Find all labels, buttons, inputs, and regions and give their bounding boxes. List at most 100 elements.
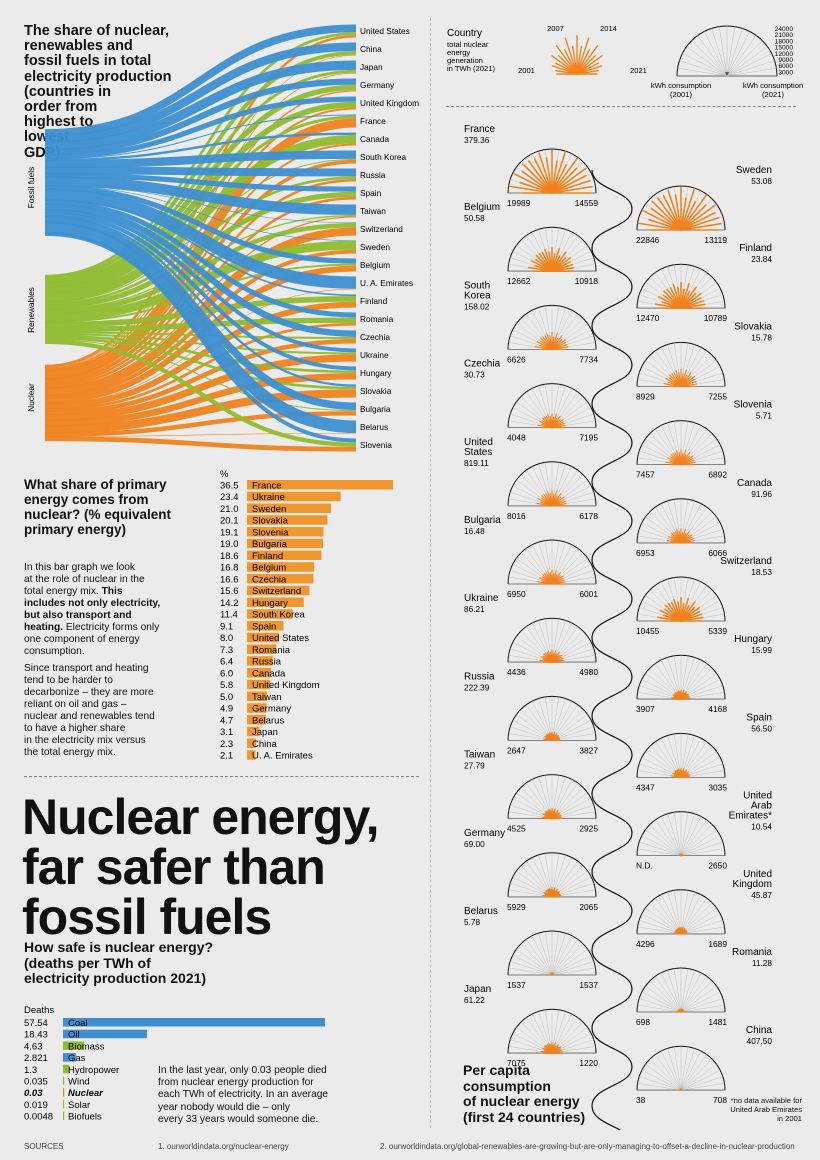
legend-kwh2021: kWh consumption xyxy=(743,81,803,90)
bar2-bar xyxy=(63,1088,65,1097)
bar1-title-line: What share of primary xyxy=(24,477,167,492)
gauge-ray xyxy=(674,194,682,231)
para2-line: Since transport and heating xyxy=(24,663,149,674)
bar2-ylabel: Deaths xyxy=(24,1005,54,1016)
legend-ray xyxy=(576,54,603,75)
sankey-flow xyxy=(44,172,357,192)
gauge-kwh2001: 12470 xyxy=(636,313,660,323)
bar2-label: Wind xyxy=(68,1077,90,1088)
gauge-kwh2001: 8929 xyxy=(636,391,655,401)
sankey-source-label: Fossil fuels xyxy=(26,167,36,209)
legend-scale-value: 3000 xyxy=(778,69,793,76)
gauge-spoke xyxy=(551,701,573,741)
intro-text: consumption. xyxy=(24,646,85,657)
bar2-label: Biomass xyxy=(68,1041,105,1052)
bar2-bar xyxy=(63,1076,65,1085)
sankey-flow xyxy=(44,84,357,288)
sankey-country-label: China xyxy=(360,44,382,54)
sankey-country-label: Bulgaria xyxy=(360,404,391,414)
bar1-bar xyxy=(247,597,304,607)
gauge-spoke xyxy=(544,696,553,741)
sankey-country-label: Switzerland xyxy=(360,224,403,234)
bar2-label: Solar xyxy=(68,1100,90,1111)
safety-title-line: electricity production 2021) xyxy=(24,970,207,986)
legend-scale-value: 6000 xyxy=(778,63,793,70)
gauge-ray xyxy=(521,170,553,194)
sankey-flow xyxy=(44,150,357,169)
bar1-title-line: energy comes from xyxy=(24,492,149,507)
bar1-value: 3.1 xyxy=(220,727,233,738)
country-twh: 18.53 xyxy=(751,567,772,577)
sankey-flow xyxy=(44,166,357,177)
sankey-source-label: Renewables xyxy=(26,287,36,333)
legend-spoke xyxy=(691,40,728,77)
gauge-ray xyxy=(508,185,553,194)
sankey-flow xyxy=(44,215,357,387)
gauge-kwh2001: N.D. xyxy=(636,861,653,871)
gauge-kwh2001: 1537 xyxy=(507,980,526,990)
legend-ray xyxy=(576,37,590,75)
gauge-spoke xyxy=(680,980,713,1013)
gauge-kwh2021: 10918 xyxy=(575,276,599,286)
bar1-label: Canada xyxy=(252,668,286,679)
gauge-ray xyxy=(680,187,696,231)
gauge-spoke xyxy=(645,1064,682,1091)
legend-kwh2021: (2021) xyxy=(762,90,784,99)
para2-line: to have a higher share xyxy=(24,723,126,734)
country-twh: 16.48 xyxy=(464,526,485,536)
gauge-spoke xyxy=(680,738,702,778)
gauge-ray xyxy=(680,211,716,231)
gauge-ray xyxy=(513,172,553,194)
radial-trunk xyxy=(591,169,633,1130)
intro-text: In this bar graph we look xyxy=(24,562,135,573)
gauge-spoke xyxy=(649,824,682,856)
bar1-value: 4.7 xyxy=(220,715,233,726)
bar1-bar xyxy=(247,550,322,560)
divider-right xyxy=(446,106,796,107)
source-2[interactable]: 2. ourworldindata.org/global-renewables-… xyxy=(380,1142,795,1151)
gauge-spoke xyxy=(680,812,689,856)
gauge-ray xyxy=(551,157,579,194)
legend-desc: total nuclear xyxy=(447,40,489,49)
headline-line: Nuclear energy, xyxy=(22,789,379,845)
gauge-spoke xyxy=(660,972,682,1013)
gauge-ray xyxy=(642,209,682,231)
bar1-value: 4.9 xyxy=(220,704,233,715)
country-name: Arab xyxy=(751,801,773,812)
bar1-bar xyxy=(247,726,260,737)
gauge-ray xyxy=(551,179,591,194)
gauge-ray xyxy=(551,163,568,194)
bar1-value: 36.5 xyxy=(220,480,239,491)
legend-ray xyxy=(576,48,591,75)
gauge-kwh2021: 6892 xyxy=(708,470,727,480)
gauge-kwh2021: 6066 xyxy=(708,548,727,558)
gauge-spoke xyxy=(680,1070,721,1091)
gauge-spoke xyxy=(641,913,682,935)
gauge-ray xyxy=(551,167,578,194)
divider-vertical xyxy=(430,18,431,1128)
gauge-spoke xyxy=(680,655,689,700)
bar1-title-line: nuclear? (% equivalent xyxy=(24,507,172,522)
sankey-flow xyxy=(44,214,357,311)
bar1-label: Switzerland xyxy=(252,586,301,597)
sankey-flow xyxy=(44,288,357,404)
country-name: Japan xyxy=(464,984,491,995)
bar1-label: Ukraine xyxy=(252,492,285,503)
sankey-flow xyxy=(44,203,357,337)
bar1-value: 5.0 xyxy=(220,692,233,703)
bar1-value: 19.1 xyxy=(220,527,239,538)
sankey-flow xyxy=(44,60,357,151)
gauge-kwh2021: 1537 xyxy=(579,980,598,990)
bar2-label: Gas xyxy=(68,1053,86,1064)
footnote-line: United Arab Emirates xyxy=(730,1105,802,1114)
country-twh: 69.00 xyxy=(464,839,485,849)
gauge-spoke xyxy=(680,970,695,1013)
bar1-bar xyxy=(247,527,324,537)
legend-year: 2014 xyxy=(600,24,617,33)
source-1[interactable]: 1. ourworldindata.org/nuclear-energy xyxy=(158,1142,289,1151)
legend-spoke xyxy=(726,26,736,77)
legend-spoke xyxy=(726,46,768,77)
gauge-spoke xyxy=(680,1048,695,1091)
legend-scale-value: 21000 xyxy=(775,32,794,39)
para2-line: reliant on oil and gas – xyxy=(24,699,127,710)
